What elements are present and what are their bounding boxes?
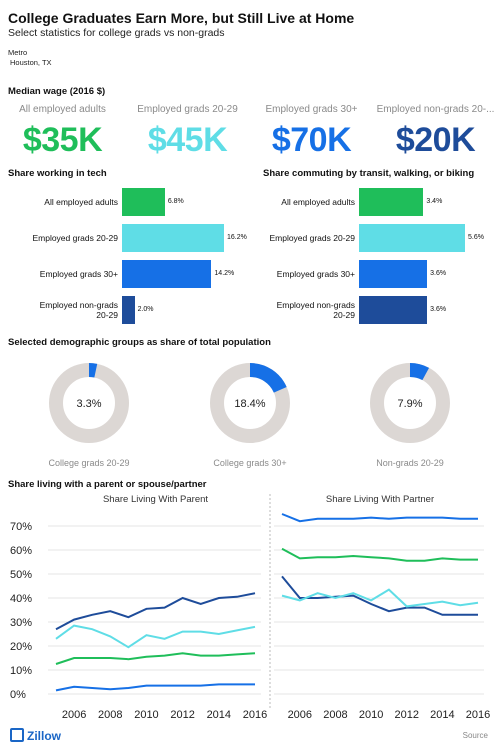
x-tick-label: 2014 xyxy=(207,709,231,721)
y-tick-label: 40% xyxy=(10,593,32,605)
donut-slice xyxy=(210,363,290,443)
x-tick-label: 2016 xyxy=(466,709,490,721)
wage-card: All employed adults $35K xyxy=(0,104,125,160)
living-section-title: Share living with a parent or spouse/par… xyxy=(8,479,207,490)
donut-value: 7.9% xyxy=(397,398,422,410)
line-panel-title: Share Living With Partner xyxy=(326,494,434,505)
x-tick-label: 2012 xyxy=(170,709,194,721)
zillow-logo[interactable]: Zillow xyxy=(10,728,61,743)
donut-slice xyxy=(370,363,450,443)
series-line xyxy=(281,547,478,562)
donut-label: College grads 30+ xyxy=(213,458,286,468)
transit-bar-label: Employed non-grads 20-29 xyxy=(276,300,355,320)
tech-bar xyxy=(122,224,224,252)
tech-bar-value: 2.0% xyxy=(137,306,154,313)
series-line xyxy=(55,624,256,649)
tech-section-title: Share working in tech xyxy=(8,168,107,179)
x-tick-label: 2010 xyxy=(134,709,158,721)
y-tick-label: 10% xyxy=(10,665,32,677)
tech-bar-label: Employed grads 30+ xyxy=(39,269,118,279)
transit-bar xyxy=(359,296,428,324)
tech-bar xyxy=(122,296,135,324)
wage-label: Employed grads 30+ xyxy=(265,104,358,115)
x-tick-label: 2008 xyxy=(98,709,122,721)
wage-card: Employed non-grads 20-... $20K xyxy=(373,104,498,160)
wage-value: $20K xyxy=(395,121,476,159)
transit-bar xyxy=(359,188,424,216)
series-line xyxy=(55,652,256,665)
x-tick-label: 2006 xyxy=(62,709,86,721)
wage-value: $70K xyxy=(271,121,352,159)
tech-bar-value: 16.2% xyxy=(227,234,247,241)
tech-bar-value: 6.8% xyxy=(167,198,184,205)
zillow-logo-text: Zillow xyxy=(27,729,61,743)
living-line-charts: 0% 10% 20% 30% 40% 50% 60% 70% Share Living With… xyxy=(10,494,490,721)
wage-value: $45K xyxy=(147,121,228,159)
wage-value: $35K xyxy=(22,121,103,159)
donut-slice xyxy=(49,363,129,443)
donut-value: 18.4% xyxy=(234,398,265,410)
y-tick-label: 70% xyxy=(10,521,32,533)
transit-bar-label: Employed grads 20-29 xyxy=(269,233,355,243)
y-tick-label: 50% xyxy=(10,569,32,581)
tech-bar-label: Employed grads 20-29 xyxy=(32,233,118,243)
zillow-logo-icon xyxy=(10,728,24,742)
tech-bar-label: Employed non-grads 20-29 xyxy=(39,300,118,320)
transit-bar-value: 5.6% xyxy=(468,234,484,241)
transit-bar-value: 3.4% xyxy=(426,198,443,205)
y-tick-label: 0% xyxy=(10,689,26,701)
y-tick-label: 60% xyxy=(10,545,32,557)
wage-label: Employed non-grads 20-... xyxy=(376,104,495,115)
donut-label: Non-grads 20-29 xyxy=(376,458,444,468)
demographics-section-title: Selected demographic groups as share of … xyxy=(8,337,271,348)
transit-bar-value: 3.6% xyxy=(430,306,447,313)
wage-label: Employed grads 20-29 xyxy=(137,104,238,115)
page-subtitle: Select statistics for college grads vs n… xyxy=(8,27,225,39)
wage-card: Employed grads 20-29 $45K xyxy=(125,104,250,160)
tech-bar-label: All employed adults xyxy=(44,197,118,207)
transit-bar-value: 3.6% xyxy=(430,270,447,277)
x-tick-label: 2016 xyxy=(243,709,267,721)
transit-bar-label: All employed adults xyxy=(281,197,355,207)
series-line xyxy=(55,592,256,631)
tech-bar xyxy=(122,188,165,216)
line-panel-title: Share Living With Parent xyxy=(103,494,208,505)
transit-bar xyxy=(359,224,465,252)
x-tick-label: 2012 xyxy=(394,709,418,721)
wage-section-title: Median wage (2016 $) xyxy=(8,86,106,97)
y-tick-label: 20% xyxy=(10,641,32,653)
wage-label: All employed adults xyxy=(19,104,106,115)
demographics-donuts: 3.3% College grads 20-29 18.4% College grad… xyxy=(48,363,450,468)
page-title: College Graduates Earn More, but Still L… xyxy=(8,10,355,26)
wage-card: Employed grads 30+ $70K xyxy=(249,104,374,160)
y-tick-label: 30% xyxy=(10,617,32,629)
metro-label: Metro xyxy=(8,48,28,57)
transit-bar xyxy=(359,260,428,288)
source-link[interactable]: Source xyxy=(462,731,488,740)
transit-section-title: Share commuting by transit, walking, or … xyxy=(263,168,475,179)
x-tick-label: 2006 xyxy=(288,709,312,721)
x-tick-label: 2010 xyxy=(359,709,383,721)
transit-bar-label: Employed grads 30+ xyxy=(276,269,355,279)
x-tick-label: 2008 xyxy=(323,709,347,721)
tech-bar-value: 14.2% xyxy=(214,270,235,277)
donut-label: College grads 20-29 xyxy=(48,458,129,468)
donut-value: 3.3% xyxy=(76,398,101,410)
tech-bar xyxy=(122,260,212,288)
x-tick-label: 2014 xyxy=(430,709,454,721)
series-line xyxy=(281,588,479,608)
metro-value: Houston, TX xyxy=(10,58,52,67)
series-line xyxy=(281,513,478,523)
series-line xyxy=(55,683,255,692)
series-line xyxy=(281,575,478,616)
